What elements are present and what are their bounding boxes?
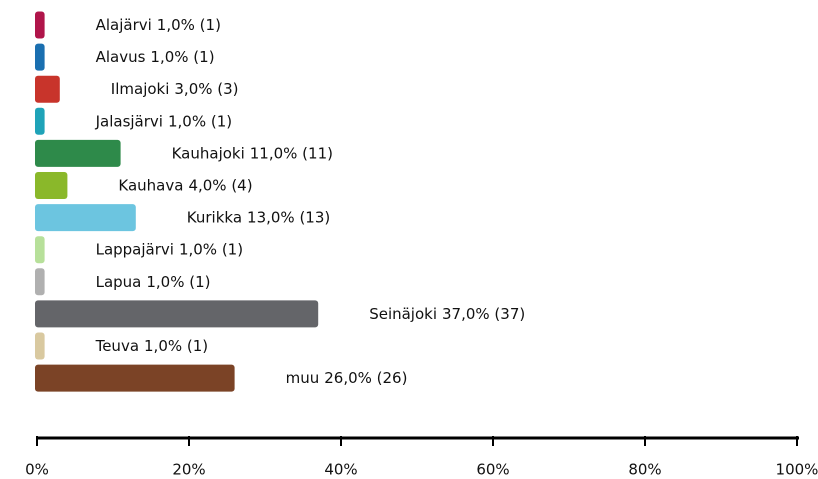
value-label: 1,0% (1) <box>168 112 232 130</box>
value-label: 1,0% (1) <box>179 240 243 258</box>
bar <box>35 43 45 71</box>
bar-label: Seinäjoki 37,0% (37) <box>369 304 525 322</box>
category-label: Kurikka <box>187 208 242 226</box>
bar-label: Alavus 1,0% (1) <box>96 48 215 66</box>
category-label: Lappajärvi <box>96 240 174 258</box>
category-label: Seinäjoki <box>369 304 437 322</box>
bar <box>35 236 45 264</box>
value-label: 26,0% (26) <box>324 369 407 387</box>
bar-label: muu 26,0% (26) <box>286 369 408 387</box>
value-label: 13,0% (13) <box>247 208 330 226</box>
category-label: Teuva <box>95 337 139 355</box>
bar-label: Kauhava 4,0% (4) <box>118 176 252 194</box>
value-label: 1,0% (1) <box>150 48 214 66</box>
category-label: Jalasjärvi <box>95 112 163 130</box>
x-tick-label: 100% <box>776 461 818 479</box>
bar <box>35 172 68 199</box>
category-label: muu <box>286 369 320 387</box>
category-label: Alavus <box>96 48 146 66</box>
bar <box>35 204 136 232</box>
x-tick-label: 80% <box>628 461 661 479</box>
value-label: 1,0% (1) <box>146 272 210 290</box>
bar-label: Alajärvi 1,0% (1) <box>96 16 221 34</box>
x-tick-label: 20% <box>172 461 205 479</box>
bar <box>35 139 121 167</box>
bar <box>35 75 60 103</box>
bar <box>35 107 45 135</box>
x-tick-label: 0% <box>25 461 49 479</box>
value-label: 1,0% (1) <box>157 16 221 34</box>
bar-label: Lapua 1,0% (1) <box>96 272 211 290</box>
bar <box>35 364 235 392</box>
value-label: 4,0% (4) <box>188 176 252 194</box>
bar-label: Teuva 1,0% (1) <box>95 337 209 355</box>
category-label: Lapua <box>96 272 142 290</box>
value-label: 37,0% (37) <box>442 304 525 322</box>
value-label: 3,0% (3) <box>174 80 238 98</box>
bar <box>35 300 319 328</box>
value-label: 11,0% (11) <box>250 144 333 162</box>
bar <box>35 11 45 39</box>
value-label: 1,0% (1) <box>144 337 208 355</box>
category-label: Alajärvi <box>96 16 152 34</box>
bar-label: Lappajärvi 1,0% (1) <box>96 240 243 258</box>
category-label: Kauhava <box>118 176 183 194</box>
x-tick-label: 60% <box>476 461 509 479</box>
bar-label: Ilmajoki 3,0% (3) <box>111 80 239 98</box>
category-label: Ilmajoki <box>111 80 170 98</box>
bar <box>35 268 45 296</box>
bar-label: Kurikka 13,0% (13) <box>187 208 330 226</box>
bar-label: Kauhajoki 11,0% (11) <box>172 144 333 162</box>
x-tick-label: 40% <box>324 461 357 479</box>
category-label: Kauhajoki <box>172 144 245 162</box>
bar-label: Jalasjärvi 1,0% (1) <box>95 112 233 130</box>
bar <box>35 332 45 360</box>
